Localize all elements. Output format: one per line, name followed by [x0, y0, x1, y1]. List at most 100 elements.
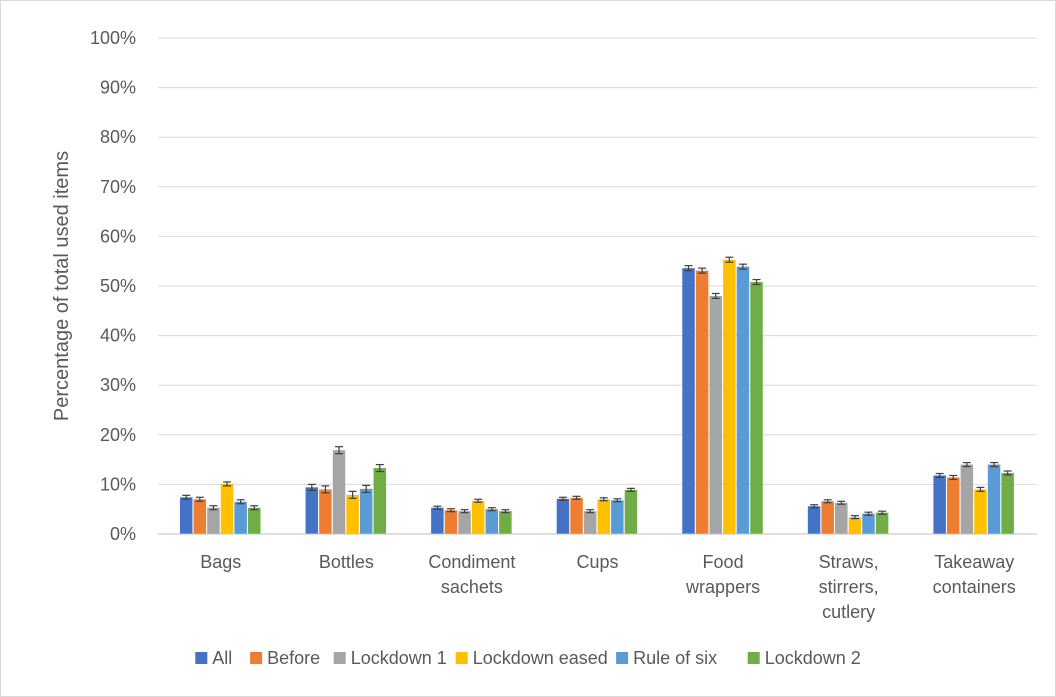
- legend-item: Rule of six: [616, 648, 717, 668]
- error-bar: [725, 256, 734, 263]
- x-tick-label: Straws, stirrers, cutlery: [819, 552, 879, 622]
- y-tick-label: 80%: [100, 127, 136, 147]
- error-bar: [474, 498, 483, 503]
- error-bar: [375, 463, 384, 473]
- bar: [960, 464, 974, 534]
- error-bars: [182, 256, 1012, 520]
- bar: [682, 268, 695, 534]
- error-bar: [752, 278, 761, 286]
- bar: [974, 489, 987, 534]
- bar: [179, 497, 193, 534]
- error-bar: [362, 484, 371, 493]
- bar: [933, 475, 946, 534]
- y-tick-label: 70%: [100, 177, 136, 197]
- legend-item: All: [195, 648, 232, 668]
- bar: [807, 506, 821, 534]
- bar: [359, 488, 373, 534]
- y-tick-label: 40%: [100, 326, 136, 346]
- bar: [193, 499, 207, 534]
- legend-item: Before: [250, 648, 320, 668]
- y-tick-label: 50%: [100, 276, 136, 296]
- error-bar: [586, 509, 595, 514]
- error-bar: [335, 446, 344, 455]
- error-bar: [864, 511, 873, 516]
- bar: [695, 270, 709, 534]
- bar: [1001, 472, 1014, 534]
- legend-label: Lockdown 1: [351, 648, 447, 668]
- bar: [471, 500, 485, 534]
- legend-swatch: [747, 652, 760, 664]
- y-axis-title: Percentage of total used items: [51, 151, 73, 421]
- y-tick-label: 10%: [100, 474, 136, 494]
- error-bar: [460, 509, 469, 514]
- legend: All Before Lockdown 1 Lockdown eased Rule of…: [195, 648, 861, 668]
- error-bar: [878, 510, 887, 515]
- y-axis-tick-labels: 0% 10% 20% 30% 40% 50% 60% 70% 80% 90% 100%: [90, 28, 136, 544]
- error-bar: [850, 515, 859, 520]
- error-bar: [195, 496, 204, 502]
- bar: [458, 511, 471, 534]
- error-bar: [307, 483, 316, 491]
- x-axis-category-labels: Bags Bottles Condiment sachets Cups Food wrapp…: [200, 552, 1015, 622]
- legend-item: Lockdown 2: [747, 648, 861, 668]
- bar: [332, 450, 346, 534]
- bar: [556, 498, 570, 534]
- bar: [862, 513, 875, 534]
- error-bar: [182, 494, 191, 500]
- legend-label: Rule of six: [633, 648, 717, 668]
- legend-label: Before: [267, 648, 320, 668]
- error-bar: [976, 486, 985, 492]
- error-bar: [1003, 470, 1012, 476]
- bar: [444, 510, 458, 534]
- error-bar: [990, 461, 999, 468]
- error-bar: [738, 263, 747, 270]
- bar: [750, 282, 763, 534]
- error-bar: [599, 497, 608, 502]
- bars: [179, 259, 1014, 534]
- legend-swatch: [455, 652, 468, 664]
- error-bar: [558, 496, 567, 501]
- bar: [234, 501, 247, 534]
- bar: [723, 259, 736, 534]
- bar: [499, 511, 512, 534]
- bar: [736, 266, 750, 534]
- error-bar: [250, 505, 259, 511]
- legend-swatch: [616, 652, 629, 664]
- bar: [319, 489, 332, 534]
- bar: [207, 507, 220, 534]
- error-bar: [487, 507, 496, 512]
- legend-swatch: [195, 652, 208, 664]
- legend-swatch: [250, 652, 263, 664]
- bar: [597, 499, 610, 534]
- x-tick-label: Takeaway containers: [933, 552, 1016, 597]
- x-tick-label: Condiment sachets: [428, 552, 515, 597]
- legend-label: All: [212, 648, 232, 668]
- bar: [624, 489, 638, 534]
- error-bar: [626, 487, 635, 492]
- bar: [583, 511, 597, 534]
- error-bar: [572, 495, 581, 500]
- legend-item: Lockdown eased: [455, 648, 608, 668]
- bar: [247, 507, 261, 534]
- bar: [947, 477, 960, 534]
- legend-label: Lockdown eased: [473, 648, 608, 668]
- bar: [821, 501, 834, 534]
- error-bar: [613, 498, 622, 503]
- bar: [373, 468, 387, 534]
- bar: [485, 509, 499, 534]
- error-bar: [949, 474, 958, 481]
- error-bar: [236, 499, 245, 505]
- bar: [835, 502, 848, 534]
- y-tick-label: 30%: [100, 375, 136, 395]
- error-bar: [823, 499, 832, 504]
- error-bar: [209, 505, 218, 511]
- error-bar: [321, 485, 330, 494]
- error-bar: [348, 490, 357, 499]
- legend-item: Lockdown 1: [333, 648, 447, 668]
- bar: [431, 507, 444, 534]
- y-tick-label: 60%: [100, 226, 136, 246]
- error-bar: [223, 481, 232, 487]
- error-bar: [501, 509, 510, 514]
